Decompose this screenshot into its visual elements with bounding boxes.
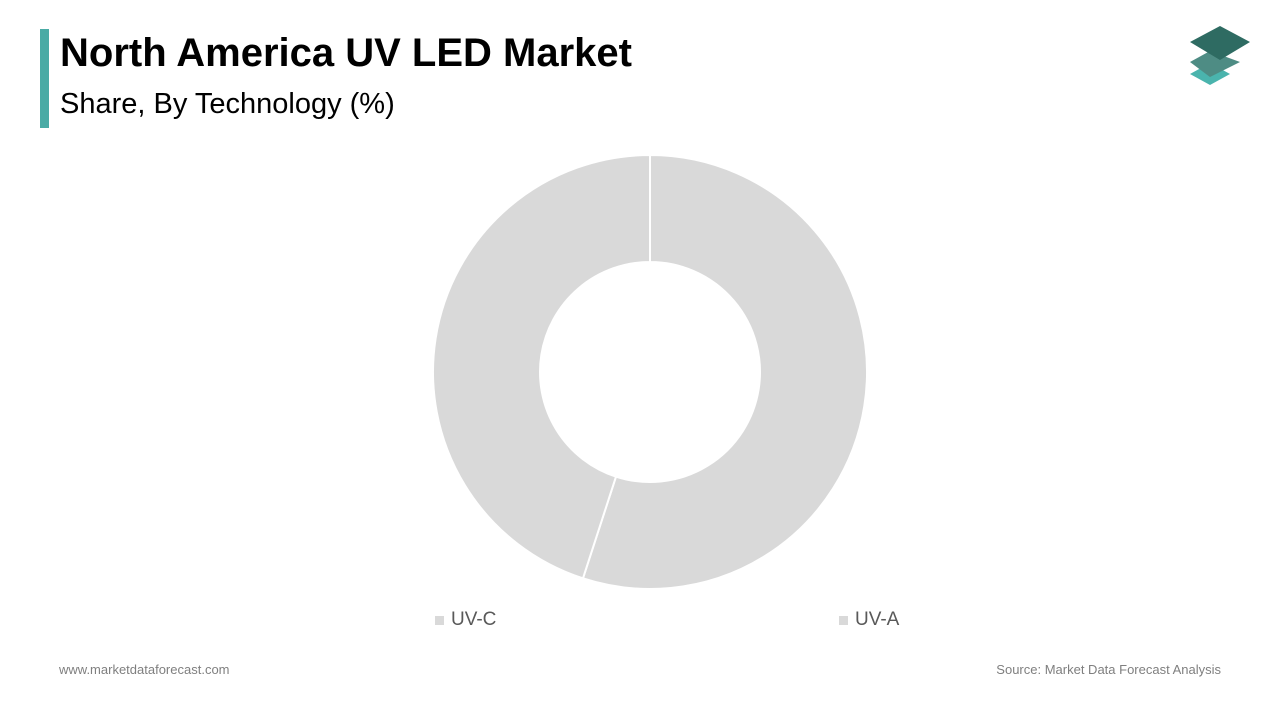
title-accent-bar xyxy=(40,29,49,128)
legend-swatch-uv-c xyxy=(435,615,444,625)
legend-label-uv-c: UV-C xyxy=(451,609,497,630)
footer-source: Source: Market Data Forecast Analysis xyxy=(996,662,1221,677)
donut-slice-uv-c xyxy=(432,153,651,580)
page-title: North America UV LED Market xyxy=(60,31,632,75)
donut-slice-uv-a xyxy=(581,153,868,590)
legend-label-uv-a: UV-A xyxy=(855,609,900,630)
logo-layer-middle xyxy=(1190,51,1240,77)
legend-swatch-uv-a xyxy=(839,615,848,625)
logo-layer-top xyxy=(1190,26,1250,60)
page-subtitle: Share, By Technology (%) xyxy=(60,88,395,120)
legend-item-uv-a: UV-A xyxy=(839,608,899,632)
legend-item-uv-c: UV-C xyxy=(435,608,496,632)
stacked-layers-icon xyxy=(1190,26,1250,85)
footer-website[interactable]: www.marketdataforecast.com xyxy=(59,662,230,677)
